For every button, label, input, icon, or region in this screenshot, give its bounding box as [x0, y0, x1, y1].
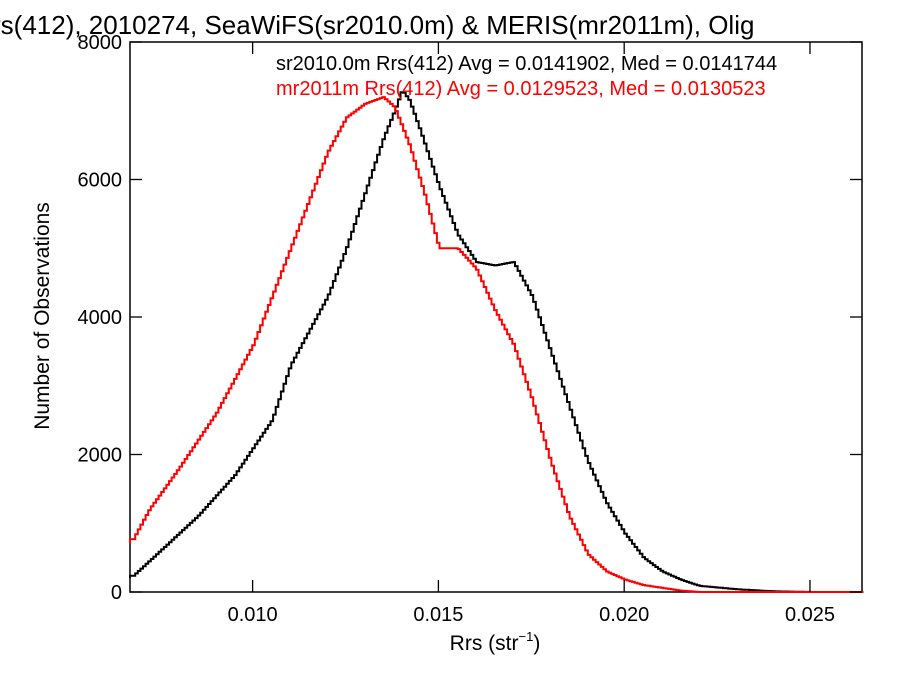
x-axis-label-superscript: −1: [519, 629, 534, 644]
y-tick-label: 6000: [78, 170, 123, 192]
legend-entry-mr2011: mr2011m Rrs(412) Avg = 0.0129523, Med = …: [276, 78, 766, 100]
y-tick-label: 0: [111, 582, 122, 604]
plot-frame: [129, 41, 863, 593]
series-layer: [129, 91, 864, 593]
y-tick-label: 8000: [78, 32, 123, 54]
x-tick-label: 0.025: [785, 604, 835, 626]
chart-title: rs(412), 2010274, SeaWiFS(sr2010.0m) & M…: [0, 10, 754, 40]
tick-layer: 0.010 0.015 0.020 0.025 0 2000 4000 6000 8000: [78, 32, 862, 626]
legend-entry-sr2010: sr2010.0m Rrs(412) Avg = 0.0141902, Med …: [276, 53, 777, 75]
x-axis-label-close: ): [533, 632, 540, 655]
y-axis-label: Number of Observations: [31, 202, 54, 430]
y-tick-label: 2000: [78, 445, 123, 467]
x-tick-label: 0.020: [599, 604, 649, 626]
x-axis-label-text: Rrs (str: [450, 632, 519, 655]
y-tick-label: 4000: [78, 307, 123, 329]
plot-axes: [129, 41, 863, 593]
x-tick-label: 0.015: [413, 604, 463, 626]
x-tick-label: 0.010: [228, 604, 278, 626]
x-axis-label: Rrs (str−1): [450, 629, 541, 655]
series-line-sr2010-0m: [129, 91, 864, 593]
series-line-mr2011m: [129, 96, 864, 593]
